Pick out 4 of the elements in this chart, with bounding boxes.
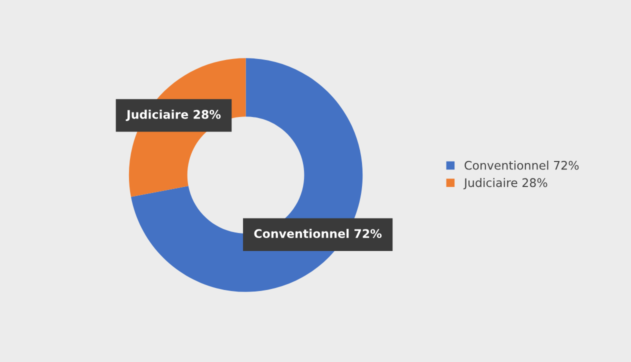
legend-label: Judiciaire 28%	[463, 178, 548, 190]
legend-label: Conventionnel 72%	[464, 160, 579, 170]
data-label: Judiciaire 28%	[126, 110, 221, 122]
data-label: Conventionnel 72%	[254, 228, 382, 238]
